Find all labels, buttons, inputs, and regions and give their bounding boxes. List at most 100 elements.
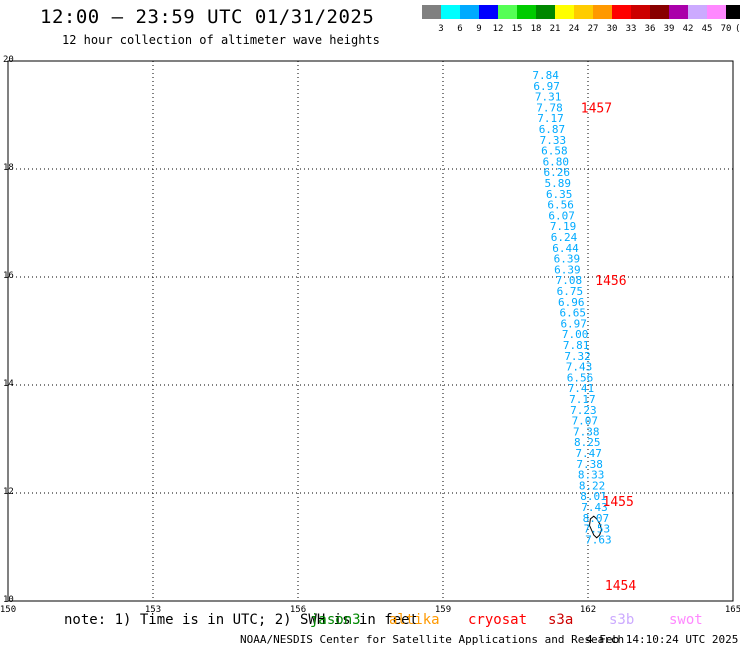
swh-label: 6.35 xyxy=(546,188,573,201)
legend-swatch xyxy=(593,5,612,19)
swh-label: 6.65 xyxy=(559,307,586,320)
swh-label: 6.96 xyxy=(558,296,585,309)
swh-label: 6.39 xyxy=(554,263,581,276)
swh-label: 8.33 xyxy=(578,469,605,482)
legend-swatch xyxy=(460,5,479,19)
chart-title: 12:00 – 23:59 UTC 01/31/2025 xyxy=(40,6,375,28)
swh-label: 6.07 xyxy=(548,209,575,222)
swh-label: 7.43 xyxy=(581,501,608,514)
swh-label: 6.39 xyxy=(554,253,581,266)
legend-label: 70 xyxy=(720,24,732,34)
time-label: 1455 xyxy=(603,495,634,510)
swh-label: 8.22 xyxy=(579,479,606,492)
swh-label: 6.56 xyxy=(547,199,574,212)
swh-label: 5.89 xyxy=(545,177,572,190)
swh-label: 8.01 xyxy=(580,490,607,503)
timestamp-text: 4 Feb 14:10:24 UTC 2025 xyxy=(586,633,739,646)
legend-swatch xyxy=(441,5,460,19)
legend-label: 36 xyxy=(644,24,656,34)
x-tick-label: 156 xyxy=(290,605,306,615)
legend-label: 39 xyxy=(663,24,675,34)
x-tick-label: 165 xyxy=(725,605,740,615)
legend-label: 9 xyxy=(476,24,482,34)
swh-label: 7.31 xyxy=(535,91,562,104)
legend-swatch xyxy=(498,5,517,19)
y-tick-label: 10 xyxy=(3,595,14,605)
swh-label: 7.53 xyxy=(584,523,611,536)
credit-text: NOAA/NESDIS Center for Satellite Applica… xyxy=(240,633,625,646)
swh-label: 7.17 xyxy=(569,393,596,406)
swh-label: 7.17 xyxy=(537,112,564,125)
swh-label: 7.81 xyxy=(563,339,590,352)
x-tick-label: 162 xyxy=(580,605,596,615)
legend-swatch xyxy=(726,5,740,19)
time-label: 1456 xyxy=(595,274,626,289)
legend-swatch xyxy=(422,5,441,19)
legend-swatch xyxy=(517,5,536,19)
swh-label: 7.07 xyxy=(572,415,599,428)
x-tick-label: 153 xyxy=(145,605,161,615)
legend-label: 18 xyxy=(530,24,542,34)
legend-label: 33 xyxy=(625,24,637,34)
swh-label: 6.97 xyxy=(533,80,560,93)
legend-swatch xyxy=(612,5,631,19)
swh-label: 7.19 xyxy=(550,220,577,233)
legend-label: 21 xyxy=(549,24,561,34)
x-tick-label: 150 xyxy=(0,605,16,615)
chart-subtitle: 12 hour collection of altimeter wave hei… xyxy=(62,33,380,47)
swh-label: 6.87 xyxy=(539,123,566,136)
swh-label: 8.07 xyxy=(583,512,610,525)
swh-label: 6.97 xyxy=(560,317,587,330)
swh-label: 7.33 xyxy=(540,134,567,147)
swh-label: 8.25 xyxy=(574,436,601,449)
y-tick-label: 12 xyxy=(3,487,14,497)
legend-label: 42 xyxy=(682,24,694,34)
legend-swatch xyxy=(669,5,688,19)
swh-label: 6.58 xyxy=(541,145,568,158)
swh-label: 7.23 xyxy=(570,404,597,417)
swh-label: 6.56 xyxy=(567,371,594,384)
satellite-s3a: s3a xyxy=(548,612,574,628)
units-note: note: 1) Time is in UTC; 2) SWH is in fe… xyxy=(64,612,419,628)
legend-label: 15 xyxy=(511,24,523,34)
swh-label: 6.75 xyxy=(557,285,584,298)
plot-frame xyxy=(7,60,734,602)
swh-label: 7.43 xyxy=(566,361,593,374)
time-label: 1457 xyxy=(581,101,612,116)
y-tick-label: 18 xyxy=(3,163,14,173)
y-tick-label: 20 xyxy=(3,55,14,65)
swh-label: 6.44 xyxy=(552,242,579,255)
legend-swatch xyxy=(688,5,707,19)
swh-label: 7.32 xyxy=(564,350,591,363)
legend-swatch xyxy=(574,5,593,19)
swh-label: 7.47 xyxy=(575,447,602,460)
x-tick-label: 159 xyxy=(435,605,451,615)
legend-label: 30 xyxy=(606,24,618,34)
legend-swatch xyxy=(479,5,498,19)
swh-label: 7.78 xyxy=(536,101,563,114)
legend-label: 24 xyxy=(568,24,580,34)
satellite-s3b: s3b xyxy=(609,612,635,628)
legend-swatch xyxy=(707,5,726,19)
swh-label: 7.38 xyxy=(576,458,603,471)
legend-swatch xyxy=(555,5,574,19)
legend-label: 12 xyxy=(492,24,504,34)
legend-label: 45 xyxy=(701,24,713,34)
legend-label: 27 xyxy=(587,24,599,34)
swh-label: 7.08 xyxy=(556,274,583,287)
legend-label: 3 xyxy=(438,24,444,34)
swh-label: 6.24 xyxy=(551,231,578,244)
swh-label: 6.80 xyxy=(543,155,570,168)
satellite-jason3: jason3 xyxy=(310,612,361,628)
swh-label: 7.84 xyxy=(532,69,559,82)
legend-label: 6 xyxy=(457,24,463,34)
legend-swatch xyxy=(536,5,555,19)
legend-unit: (ft) xyxy=(735,24,740,34)
satellite-swot: swot xyxy=(669,612,703,628)
legend-swatch xyxy=(650,5,669,19)
swh-label: 7.41 xyxy=(568,382,595,395)
swh-label: 7.63 xyxy=(585,533,612,546)
satellite-altika: altika xyxy=(389,612,440,628)
y-tick-label: 16 xyxy=(3,271,14,281)
